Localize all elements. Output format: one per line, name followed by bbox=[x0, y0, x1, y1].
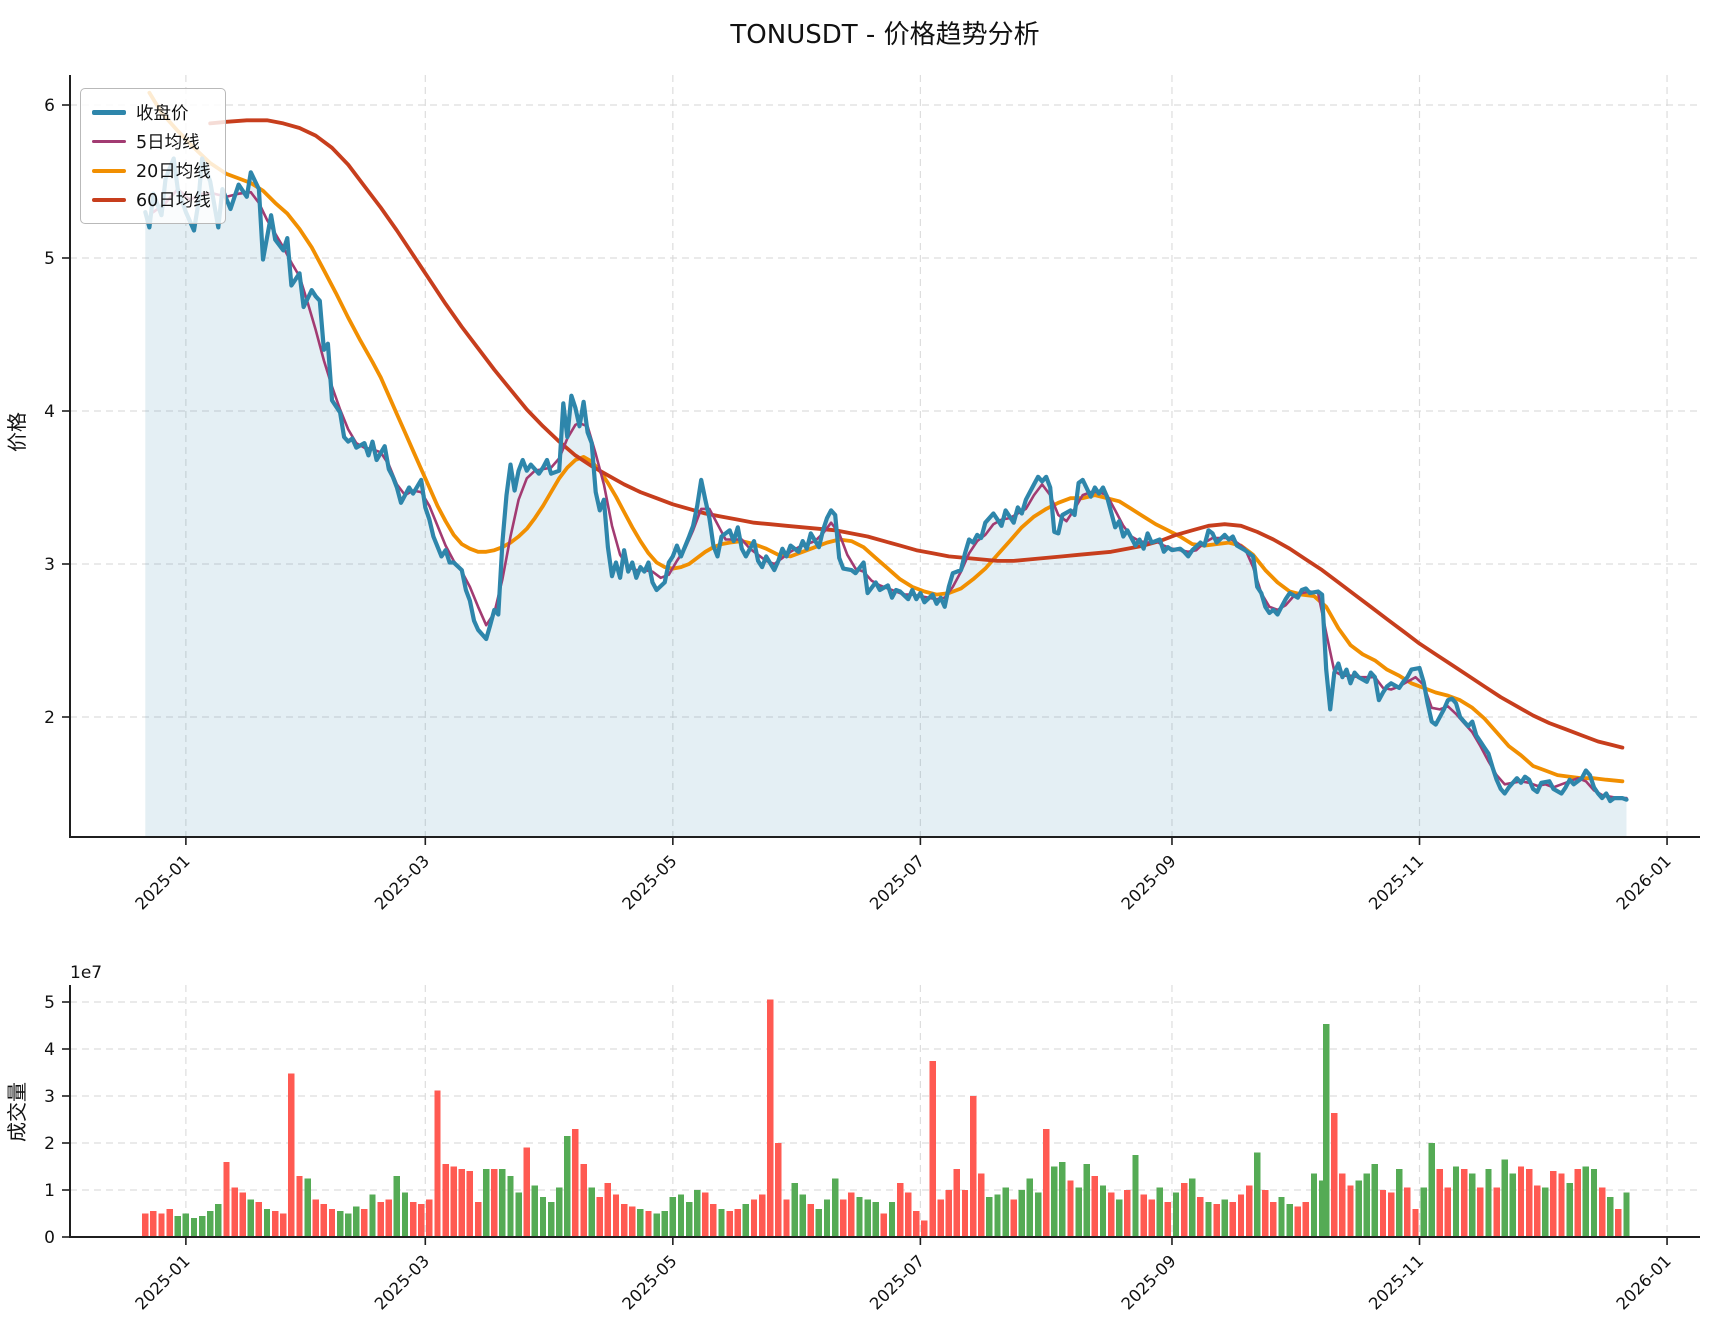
ma20-line bbox=[147, 90, 1625, 784]
legend-label-ma5: 5日均线 bbox=[136, 133, 200, 153]
svg-text:2025-09: 2025-09 bbox=[1118, 1251, 1180, 1313]
legend-item-ma20: 20日均线 bbox=[92, 156, 211, 185]
legend-swatch-ma5 bbox=[92, 140, 126, 143]
svg-text:2: 2 bbox=[44, 708, 55, 728]
close-area bbox=[145, 158, 1627, 837]
volume-bars bbox=[142, 999, 1630, 1237]
svg-text:2025-05: 2025-05 bbox=[618, 1251, 680, 1313]
svg-text:2026-01: 2026-01 bbox=[1613, 1251, 1675, 1313]
legend-item-close: 收盘价 bbox=[92, 98, 211, 127]
svg-text:3: 3 bbox=[44, 555, 55, 575]
svg-text:0: 0 bbox=[44, 1228, 55, 1248]
svg-text:2025-11: 2025-11 bbox=[1365, 1251, 1427, 1313]
legend-item-ma5: 5日均线 bbox=[92, 127, 211, 156]
svg-text:5: 5 bbox=[44, 249, 55, 269]
svg-text:6: 6 bbox=[44, 96, 55, 116]
volume-offset-label: 1e7 bbox=[70, 963, 102, 983]
svg-text:4: 4 bbox=[44, 1040, 55, 1060]
ma60-line bbox=[208, 118, 1625, 750]
volume-ylabel: 成交量 bbox=[5, 1082, 29, 1142]
svg-text:2025-07: 2025-07 bbox=[866, 1251, 928, 1313]
svg-text:1: 1 bbox=[44, 1181, 55, 1201]
close-line bbox=[143, 156, 1629, 804]
svg-text:2025-03: 2025-03 bbox=[371, 851, 433, 913]
legend-swatch-ma20 bbox=[92, 168, 126, 173]
volume-grid bbox=[70, 985, 1700, 1237]
legend-label-ma60: 60日均线 bbox=[136, 191, 211, 211]
price-grid bbox=[70, 75, 1700, 837]
legend-label-ma20: 20日均线 bbox=[136, 162, 211, 182]
price-ylabel: 价格 bbox=[5, 412, 29, 452]
legend-label-close: 收盘价 bbox=[136, 104, 189, 124]
legend-swatch-close bbox=[92, 110, 126, 115]
svg-text:2: 2 bbox=[44, 1134, 55, 1154]
svg-text:2025-07: 2025-07 bbox=[866, 851, 928, 913]
legend-item-ma60: 60日均线 bbox=[92, 185, 211, 214]
svg-text:3: 3 bbox=[44, 1087, 55, 1107]
legend-swatch-ma60 bbox=[92, 197, 126, 202]
svg-text:2025-01: 2025-01 bbox=[132, 1251, 194, 1313]
svg-text:2025-09: 2025-09 bbox=[1118, 851, 1180, 913]
chart-title: TONUSDT - 价格趋势分析 bbox=[730, 20, 1040, 50]
svg-text:2025-05: 2025-05 bbox=[618, 851, 680, 913]
price-series bbox=[143, 90, 1629, 837]
svg-text:5: 5 bbox=[44, 993, 55, 1013]
svg-text:2026-01: 2026-01 bbox=[1613, 851, 1675, 913]
svg-text:4: 4 bbox=[44, 402, 55, 422]
svg-text:2025-11: 2025-11 bbox=[1365, 851, 1427, 913]
svg-text:2025-01: 2025-01 bbox=[132, 851, 194, 913]
svg-text:2025-03: 2025-03 bbox=[371, 1251, 433, 1313]
legend: 收盘价 5日均线 20日均线 60日均线 bbox=[80, 88, 226, 224]
